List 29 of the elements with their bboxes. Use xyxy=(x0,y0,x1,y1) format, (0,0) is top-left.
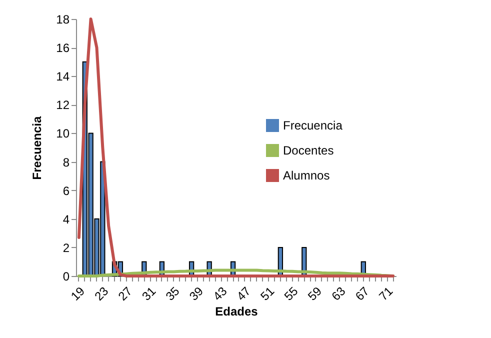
y-tick-label: 18 xyxy=(56,12,70,26)
x-tick-label: 19 xyxy=(68,284,88,304)
y-tick-label: 8 xyxy=(62,155,70,170)
y-tick-label: 6 xyxy=(62,184,70,198)
x-tick-label: 27 xyxy=(116,284,136,304)
y-tick-label: 0 xyxy=(62,270,70,284)
x-tick-label: 31 xyxy=(139,284,159,304)
x-tick-label: 23 xyxy=(92,284,112,304)
y-tick-label: 10 xyxy=(56,126,70,141)
x-tick-label: 55 xyxy=(281,284,302,304)
legend-label: Alumnos xyxy=(283,168,330,182)
y-tick-label: 4 xyxy=(62,212,70,226)
x-tick-label: 47 xyxy=(234,284,254,304)
y-tick-label: 14 xyxy=(56,70,70,84)
x-tick-label: 71 xyxy=(376,284,396,304)
y-tick-label: 16 xyxy=(56,41,70,56)
x-axis-title: Edades xyxy=(215,304,258,319)
legend-label: Frecuencia xyxy=(283,118,343,132)
x-tick-label: 43 xyxy=(210,284,230,304)
x-tick-label: 63 xyxy=(328,284,348,304)
x-tick-label: 59 xyxy=(305,284,325,304)
x-tick-label: 35 xyxy=(162,284,182,304)
x-tick-label: 67 xyxy=(352,284,372,304)
y-tick-label: 12 xyxy=(56,98,70,112)
y-axis-title: Frecuencia xyxy=(30,116,44,180)
x-tick-label: 39 xyxy=(186,284,206,304)
legend-label: Docentes xyxy=(283,144,334,158)
y-tick-label: 2 xyxy=(62,240,70,255)
x-tick-label: 51 xyxy=(258,284,278,304)
